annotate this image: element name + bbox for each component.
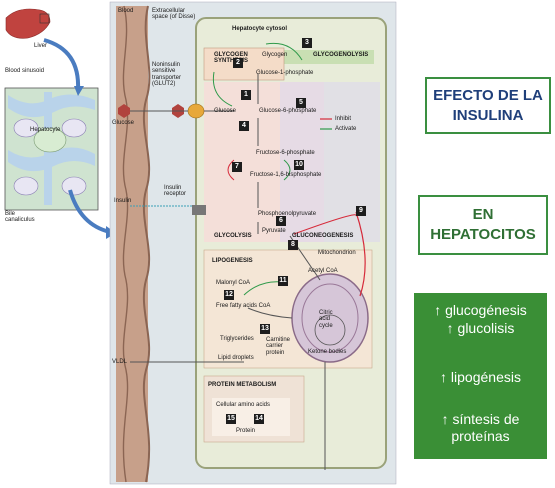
step-badge-14: 14	[254, 414, 264, 424]
effect-lipogenesis: ↑ lipogénesis	[440, 369, 521, 385]
amino-acids-label: Cellular amino acids	[216, 402, 271, 408]
step-badge-3: 3	[302, 38, 312, 48]
lipogenesis-label: LIPOGENESIS	[212, 258, 253, 264]
lipid-droplets-label: Lipid droplets	[218, 355, 254, 361]
liver-icon	[5, 8, 51, 39]
triglycerides-label: Triglycerides	[220, 336, 254, 342]
ketone-bodies-label: Ketone bodies	[308, 349, 347, 355]
effect-glucolisis: ↑ glucolisis	[446, 320, 515, 336]
step-badge-9: 9	[356, 206, 366, 216]
mitochondrion-label: Mitochondrion	[318, 250, 356, 256]
fructose-bisphosphate-label: Fructose-1,6-bisphosphate	[250, 172, 322, 178]
step-badge-8: 8	[288, 240, 298, 250]
hepatocyte-cytosol-label: Hepatocyte cytosol	[232, 26, 288, 32]
legend-activate-label: Activate	[335, 126, 357, 132]
step-badge-1: 1	[241, 90, 251, 100]
extracellular-space-label: Extracellular space (of Disse)	[152, 8, 196, 21]
step-badge-10: 10	[294, 160, 304, 170]
step-badge-7: 7	[232, 162, 242, 172]
effects-panel: ↑ glucogénesis ↑ glucolisis ↑ lipogénesi…	[414, 293, 547, 459]
vldl-label: VLDL	[112, 359, 128, 365]
step-badge-13: 13	[260, 324, 270, 334]
blood-column	[116, 6, 148, 482]
blood-sinusoid-label: Blood sinusoid	[5, 68, 45, 74]
free-fatty-acids-coa-label: Free fatty acids CoA	[216, 303, 271, 309]
carnitine-carrier-label: Carnitine carrier protein	[266, 337, 291, 356]
glucose-1-phosphate-label: Glucose-1-phosphate	[256, 70, 314, 76]
phosphoenolpyruvate-label: Phosphoenolpyruvate	[258, 211, 317, 217]
step-badge-2: 2	[233, 58, 243, 68]
glycogenolysis-label: GLYCOGENOLYSIS	[313, 52, 369, 58]
hepatocyte-inset-label: Hepatocyte	[30, 127, 61, 133]
effect-glucogenesis: ↑ glucogénesis	[434, 302, 527, 318]
step-badge-6: 6	[276, 216, 286, 226]
glut2-label: Noninsulin sensitive transporter (GLUT2)	[152, 62, 182, 87]
legend-inhibit-label: Inhibit	[335, 116, 352, 122]
effect-title: EFECTO DE LA INSULINA	[433, 87, 543, 124]
bile-canaliculus-label: Bile canaliculus	[5, 211, 35, 224]
diagram-graphic	[4, 1, 397, 485]
protein-label: Protein	[236, 428, 256, 434]
fructose-6-phosphate-label: Fructose-6-phosphate	[256, 150, 315, 156]
glycogen-synthesis-label: GLYCOGEN SYNTHESIS	[214, 52, 249, 65]
gluconeogenesis-label: GLUCONEOGENESIS	[292, 233, 354, 239]
malonyl-coa-label: Malonyl CoA	[216, 280, 251, 286]
glucose-6-phosphate-label: Glucose-6-phosphate	[259, 108, 317, 114]
glucose-blood-label: Glucose	[112, 120, 135, 126]
step-badge-5: 5	[296, 98, 306, 108]
acetyl-coa-label: Acetyl CoA	[308, 268, 338, 274]
hepatocitos-title: EN HEPATOCITOS	[430, 206, 536, 243]
step-badge-11: 11	[278, 276, 288, 286]
glycogen-label: Glycogen	[262, 52, 288, 58]
glucose-cytosol-label: Glucose	[214, 108, 237, 114]
pyruvate-label: Pyruvate	[262, 228, 286, 234]
effect-sintesis-proteinas: ↑ síntesis de proteínas	[441, 411, 520, 444]
protein-metabolism-label: PROTEIN METABOLISM	[208, 382, 277, 388]
step-badge-12: 12	[224, 290, 234, 300]
effect-title-box: EFECTO DE LA INSULINA	[425, 77, 551, 134]
glycolysis-label: GLYCOLYSIS	[214, 233, 252, 239]
step-badge-4: 4	[239, 121, 249, 131]
insulin-receptor-label: Insulin receptor	[164, 185, 187, 198]
liver-label: Liver	[34, 43, 48, 49]
citric-acid-cycle-label: Citric acid cycle	[319, 310, 333, 329]
blood-label: Blood	[118, 8, 134, 14]
hepatocitos-box: EN HEPATOCITOS	[418, 195, 548, 255]
insulin-label: Insulin	[114, 198, 132, 204]
insulin-liver-diagram: Liver Blood sinusoid Hepatocyte Bile can…	[4, 1, 397, 485]
step-badge-15: 15	[226, 414, 236, 424]
